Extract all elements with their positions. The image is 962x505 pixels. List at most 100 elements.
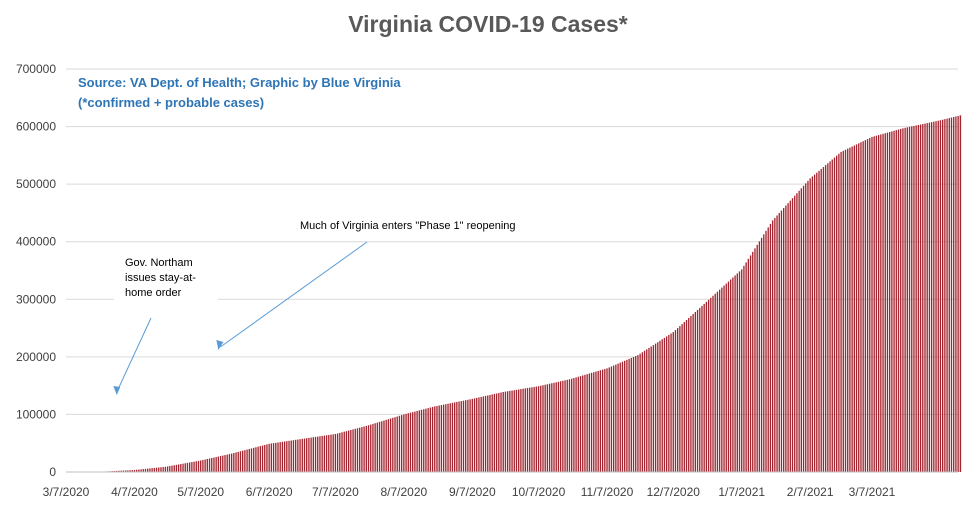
- y-tick-label: 700000: [16, 62, 56, 76]
- bar: [800, 188, 802, 472]
- annotation-text: home order: [125, 287, 182, 299]
- x-tick-label: 1/7/2021: [718, 485, 765, 499]
- bar: [816, 172, 818, 472]
- bar: [922, 124, 924, 473]
- bar: [321, 435, 323, 472]
- bar: [809, 178, 811, 472]
- bar: [228, 454, 231, 472]
- bar: [186, 462, 189, 472]
- bar: [341, 432, 343, 472]
- bar: [873, 136, 875, 472]
- bar: [683, 322, 685, 472]
- bar: [833, 157, 836, 472]
- bar: [513, 390, 515, 472]
- bar: [290, 440, 292, 472]
- bar: [948, 118, 950, 472]
- bar: [745, 262, 747, 472]
- bar: [301, 438, 303, 472]
- bar: [370, 424, 372, 472]
- bar: [374, 423, 376, 472]
- bar: [504, 391, 507, 472]
- bar: [672, 332, 674, 472]
- bar: [756, 244, 758, 472]
- bar: [495, 393, 498, 472]
- bar: [752, 251, 754, 472]
- bar: [215, 457, 217, 472]
- bar: [193, 461, 195, 472]
- bar: [946, 118, 948, 472]
- arrow-head: [216, 340, 224, 350]
- bar: [769, 223, 772, 472]
- bar: [743, 265, 745, 472]
- bar: [272, 443, 275, 472]
- bar: [573, 378, 575, 472]
- bar: [182, 463, 184, 472]
- bar: [230, 453, 233, 472]
- bar: [604, 369, 606, 472]
- bar: [877, 135, 880, 472]
- bar: [685, 320, 688, 472]
- bar: [807, 180, 809, 472]
- bar: [458, 401, 460, 472]
- bar: [283, 441, 286, 472]
- bar: [381, 421, 383, 472]
- bar: [904, 127, 906, 472]
- bar: [392, 417, 394, 472]
- bar: [153, 467, 155, 472]
- bar: [332, 434, 334, 472]
- bar: [540, 385, 542, 472]
- bar: [546, 384, 549, 472]
- bar: [425, 408, 427, 472]
- bar: [917, 124, 920, 473]
- bar: [365, 425, 367, 472]
- bar: [487, 395, 489, 472]
- bar: [436, 405, 438, 472]
- bar: [637, 355, 639, 472]
- bar: [950, 117, 953, 472]
- bar: [641, 352, 644, 472]
- bar: [851, 146, 853, 472]
- bar: [785, 205, 787, 472]
- bar: [467, 399, 469, 472]
- bar: [690, 315, 692, 472]
- bar: [116, 470, 118, 472]
- bar: [418, 410, 420, 472]
- bar: [286, 441, 288, 472]
- bar: [911, 126, 913, 472]
- bar: [571, 378, 573, 472]
- bar: [789, 200, 791, 472]
- bar: [131, 470, 133, 472]
- bar: [147, 468, 149, 472]
- bar: [699, 307, 701, 472]
- annotation-arrow: [116, 317, 152, 393]
- bar: [866, 139, 869, 473]
- bar: [824, 165, 827, 472]
- bar: [120, 470, 122, 472]
- bar: [838, 153, 840, 472]
- bar: [791, 198, 794, 472]
- bar: [350, 429, 352, 472]
- bar: [164, 466, 167, 472]
- bar: [206, 459, 208, 472]
- bar: [595, 371, 597, 472]
- bar: [400, 415, 403, 472]
- bar: [469, 399, 471, 472]
- bar: [955, 116, 957, 472]
- y-tick-label: 400000: [16, 235, 56, 249]
- bar: [692, 313, 694, 472]
- x-tick-label: 7/7/2020: [312, 485, 359, 499]
- bar: [524, 388, 526, 472]
- bar: [129, 470, 131, 472]
- bar: [502, 391, 504, 472]
- bar: [460, 401, 462, 472]
- bar: [836, 155, 838, 472]
- bar: [555, 382, 557, 472]
- bar: [226, 454, 228, 472]
- bar: [727, 281, 730, 472]
- bar: [241, 450, 244, 472]
- annotation-text: issues stay-at-: [125, 272, 196, 284]
- bar: [710, 297, 712, 472]
- bar: [118, 470, 120, 472]
- bar: [429, 407, 432, 472]
- y-tick-label: 500000: [16, 177, 56, 191]
